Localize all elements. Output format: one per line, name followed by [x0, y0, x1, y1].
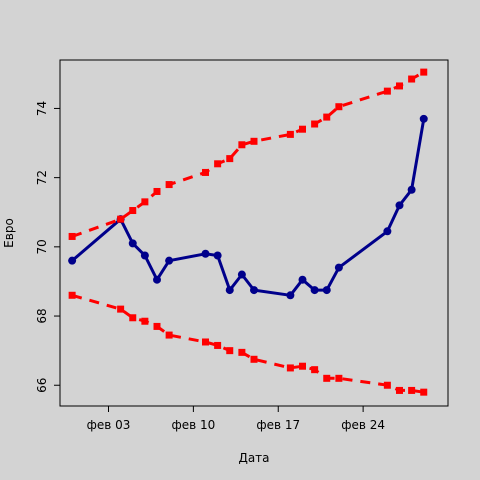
- series-2-point: [408, 75, 416, 83]
- series-1-point: [250, 286, 258, 295]
- series-3-point: [286, 364, 294, 372]
- series-2-point: [117, 215, 125, 223]
- series-1-point: [213, 251, 222, 260]
- series-2-point: [250, 137, 258, 145]
- series-2-point: [335, 103, 343, 111]
- series-2-point: [68, 232, 76, 240]
- series-1-point: [407, 185, 416, 194]
- series-1-point: [310, 286, 319, 295]
- series-3-point: [299, 362, 306, 370]
- series-2-point: [202, 168, 209, 176]
- series-2-point: [238, 141, 246, 149]
- series-3-point: [335, 374, 343, 382]
- series-3-point: [383, 381, 391, 389]
- series-3: [68, 291, 428, 396]
- series-2-point: [383, 87, 391, 95]
- y-tick-label: 72: [35, 170, 49, 185]
- series-2-point: [153, 187, 161, 195]
- y-axis: 66 68 70 72 74: [35, 101, 60, 393]
- series-2-point: [311, 120, 319, 128]
- series-2: [68, 68, 428, 240]
- series-3-point: [226, 347, 234, 355]
- series-1-point: [383, 227, 392, 236]
- series-3-point: [238, 348, 246, 356]
- y-axis-label: Евро: [2, 218, 16, 248]
- series-2-point: [141, 198, 149, 206]
- series-1-point: [128, 239, 137, 248]
- series-1-point: [286, 291, 295, 300]
- series-3-point: [311, 366, 319, 374]
- y-tick-label: 68: [35, 308, 49, 323]
- series-3-point: [250, 355, 258, 363]
- y-tick-label: 70: [35, 239, 49, 254]
- series-2-point: [323, 113, 331, 121]
- series-layer: [68, 68, 428, 396]
- series-1-point: [322, 286, 331, 295]
- series-1-point: [225, 286, 234, 295]
- x-axis-label: Дата: [238, 451, 269, 465]
- series-1-point: [201, 249, 210, 258]
- series-3-point: [408, 386, 416, 394]
- series-2-point: [396, 82, 403, 90]
- x-tick-label: фев 17: [256, 418, 300, 432]
- series-2-point: [226, 155, 234, 163]
- series-3-point: [141, 317, 149, 325]
- series-1-point: [140, 251, 149, 260]
- series-3-point: [117, 305, 125, 313]
- y-tick-label: 66: [35, 378, 49, 393]
- series-3-point: [420, 388, 428, 396]
- x-tick-label: фев 24: [341, 418, 385, 432]
- series-3-point: [129, 314, 137, 322]
- x-axis: фев 03 фев 10 фев 17 фев 24: [87, 406, 385, 432]
- x-tick-label: фев 10: [171, 418, 215, 432]
- series-1-point: [419, 114, 428, 123]
- series-1-point: [68, 256, 77, 265]
- series-3-point: [323, 374, 331, 382]
- x-tick-label: фев 03: [87, 418, 131, 432]
- series-2-point: [165, 181, 173, 189]
- series-2-point: [286, 130, 294, 138]
- series-2-point: [420, 68, 428, 76]
- plot-frame: [59, 59, 449, 407]
- series-3-point: [396, 386, 403, 394]
- series-3-point: [202, 338, 209, 346]
- series-3-point: [165, 331, 173, 339]
- series-3-line: [71, 293, 425, 394]
- series-2-point: [129, 207, 137, 215]
- series-1-line: [71, 118, 426, 297]
- series-1-point: [298, 275, 307, 284]
- series-3-point: [68, 291, 76, 299]
- series-3-point: [153, 322, 161, 330]
- series-1-point: [334, 263, 343, 272]
- series-2-line: [71, 70, 425, 238]
- y-tick-label: 74: [35, 101, 49, 116]
- series-3-point: [214, 341, 222, 349]
- series-1-point: [153, 275, 161, 284]
- series-1-point: [165, 256, 174, 265]
- series-1-point: [237, 270, 246, 279]
- series-2-point: [299, 125, 306, 133]
- series-1-point: [395, 201, 404, 210]
- series-2-point: [214, 160, 222, 168]
